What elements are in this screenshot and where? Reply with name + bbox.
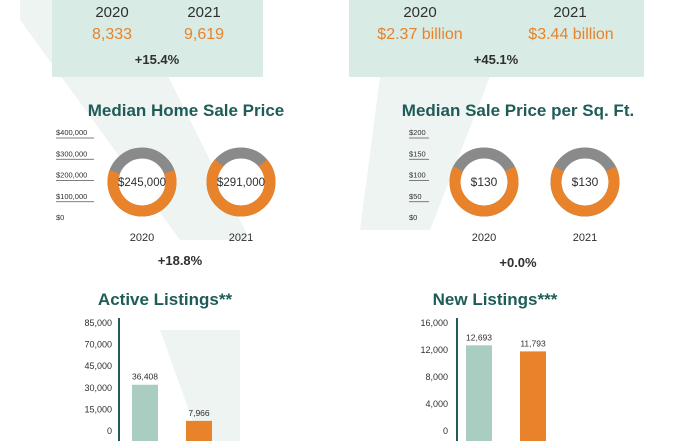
y-tick-label: 30,000 — [84, 383, 112, 393]
bar — [132, 384, 158, 441]
closed-sales-year-2021: 2021 — [187, 4, 221, 21]
donut-value-label: $130 — [471, 175, 498, 189]
bar-value-label: 7,966 — [188, 408, 210, 418]
median-price-donuts: $400,000 $300,000 $200,000 $100,000 $0 $245,0… — [56, 128, 276, 244]
scale-tick-label: $300,000 — [56, 149, 87, 158]
dollar-volume-panel: 2020 2021 $2.37 billion $3.44 billion +4… — [349, 0, 644, 77]
y-tick-label: 70,000 — [84, 340, 112, 350]
new-listings-title: New Listings*** — [432, 290, 558, 309]
y-tick-label: 8,000 — [425, 372, 448, 382]
price-sqft-title: Median Sale Price per Sq. Ft. — [401, 101, 635, 120]
bar-value-label: 11,793 — [520, 338, 546, 348]
donut-center — [562, 159, 608, 205]
scale-tick-label: $100,000 — [56, 192, 87, 201]
median-price-change: +18.8% — [157, 253, 203, 268]
donut-year-label: 2021 — [229, 232, 253, 244]
donut-value-label: $130 — [572, 175, 599, 189]
dollar-volume-value-2020: $2.37 billion — [377, 26, 463, 43]
y-tick-label: 0 — [107, 426, 112, 436]
y-tick-label: 12,000 — [420, 345, 448, 355]
bar — [520, 351, 546, 441]
y-tick-label: 16,000 — [420, 318, 448, 328]
scale-tick-label: $0 — [56, 213, 64, 222]
donut-year-label: 2020 — [472, 232, 496, 244]
donut-center — [119, 159, 165, 205]
active-listings-chart: 85,000 70,000 45,000 30,000 15,000 0 36,408 7,9… — [84, 318, 212, 441]
closed-sales-year-2020: 2020 — [95, 4, 129, 21]
bar-value-label: 36,408 — [132, 372, 158, 382]
bar — [186, 420, 212, 441]
y-tick-label: 0 — [443, 426, 448, 436]
active-listings-title: Active Listings** — [97, 290, 233, 309]
bar — [466, 345, 492, 441]
price-sqft-change: +0.0% — [499, 255, 537, 270]
donut-value-arc — [449, 166, 519, 217]
scale-tick-label: $400,000 — [56, 128, 87, 137]
scale-tick-label: $100 — [409, 171, 426, 180]
y-tick-label: 15,000 — [84, 404, 112, 414]
donut-year-label: 2020 — [130, 232, 154, 244]
closed-sales-panel: 2020 2021 8,333 9,619 +15.4% — [52, 0, 263, 77]
dollar-volume-value-2021: $3.44 billion — [528, 26, 614, 43]
y-tick-label: 45,000 — [84, 361, 112, 371]
dollar-volume-year-2021: 2021 — [553, 4, 587, 21]
scale-tick-label: $50 — [409, 192, 422, 201]
scale-tick-label: $0 — [409, 213, 417, 222]
donut-value-arc — [550, 166, 620, 217]
y-tick-label: 4,000 — [425, 399, 448, 409]
donut-value-label: $245,000 — [118, 177, 166, 189]
donut-year-label: 2021 — [573, 232, 597, 244]
donut-value-arc — [107, 170, 177, 217]
price-sqft-donuts: $200 $150 $100 $50 $0 $130 2020 $130 2021 — [409, 128, 620, 244]
new-listings-chart: 16,000 12,000 8,000 4,000 0 12,693 11,793 — [420, 318, 546, 441]
scale-tick-label: $150 — [409, 149, 426, 158]
closed-sales-value-2021: 9,619 — [183, 26, 225, 43]
scale-tick-label: $200 — [409, 128, 426, 137]
dollar-volume-change: +45.1% — [473, 52, 519, 67]
closed-sales-value-2020: 8,333 — [91, 26, 133, 43]
donut-value-label: $291,000 — [217, 177, 265, 189]
scale-tick-label: $200,000 — [56, 171, 87, 180]
y-tick-label: 85,000 — [84, 318, 112, 328]
donut-center — [461, 159, 507, 205]
donut-value-arc — [206, 159, 276, 217]
median-price-title: Median Home Sale Price — [87, 101, 285, 120]
bar-value-label: 12,693 — [466, 332, 492, 342]
dollar-volume-year-2020: 2020 — [403, 4, 437, 21]
donut-center — [218, 159, 264, 205]
closed-sales-change: +15.4% — [134, 52, 180, 67]
